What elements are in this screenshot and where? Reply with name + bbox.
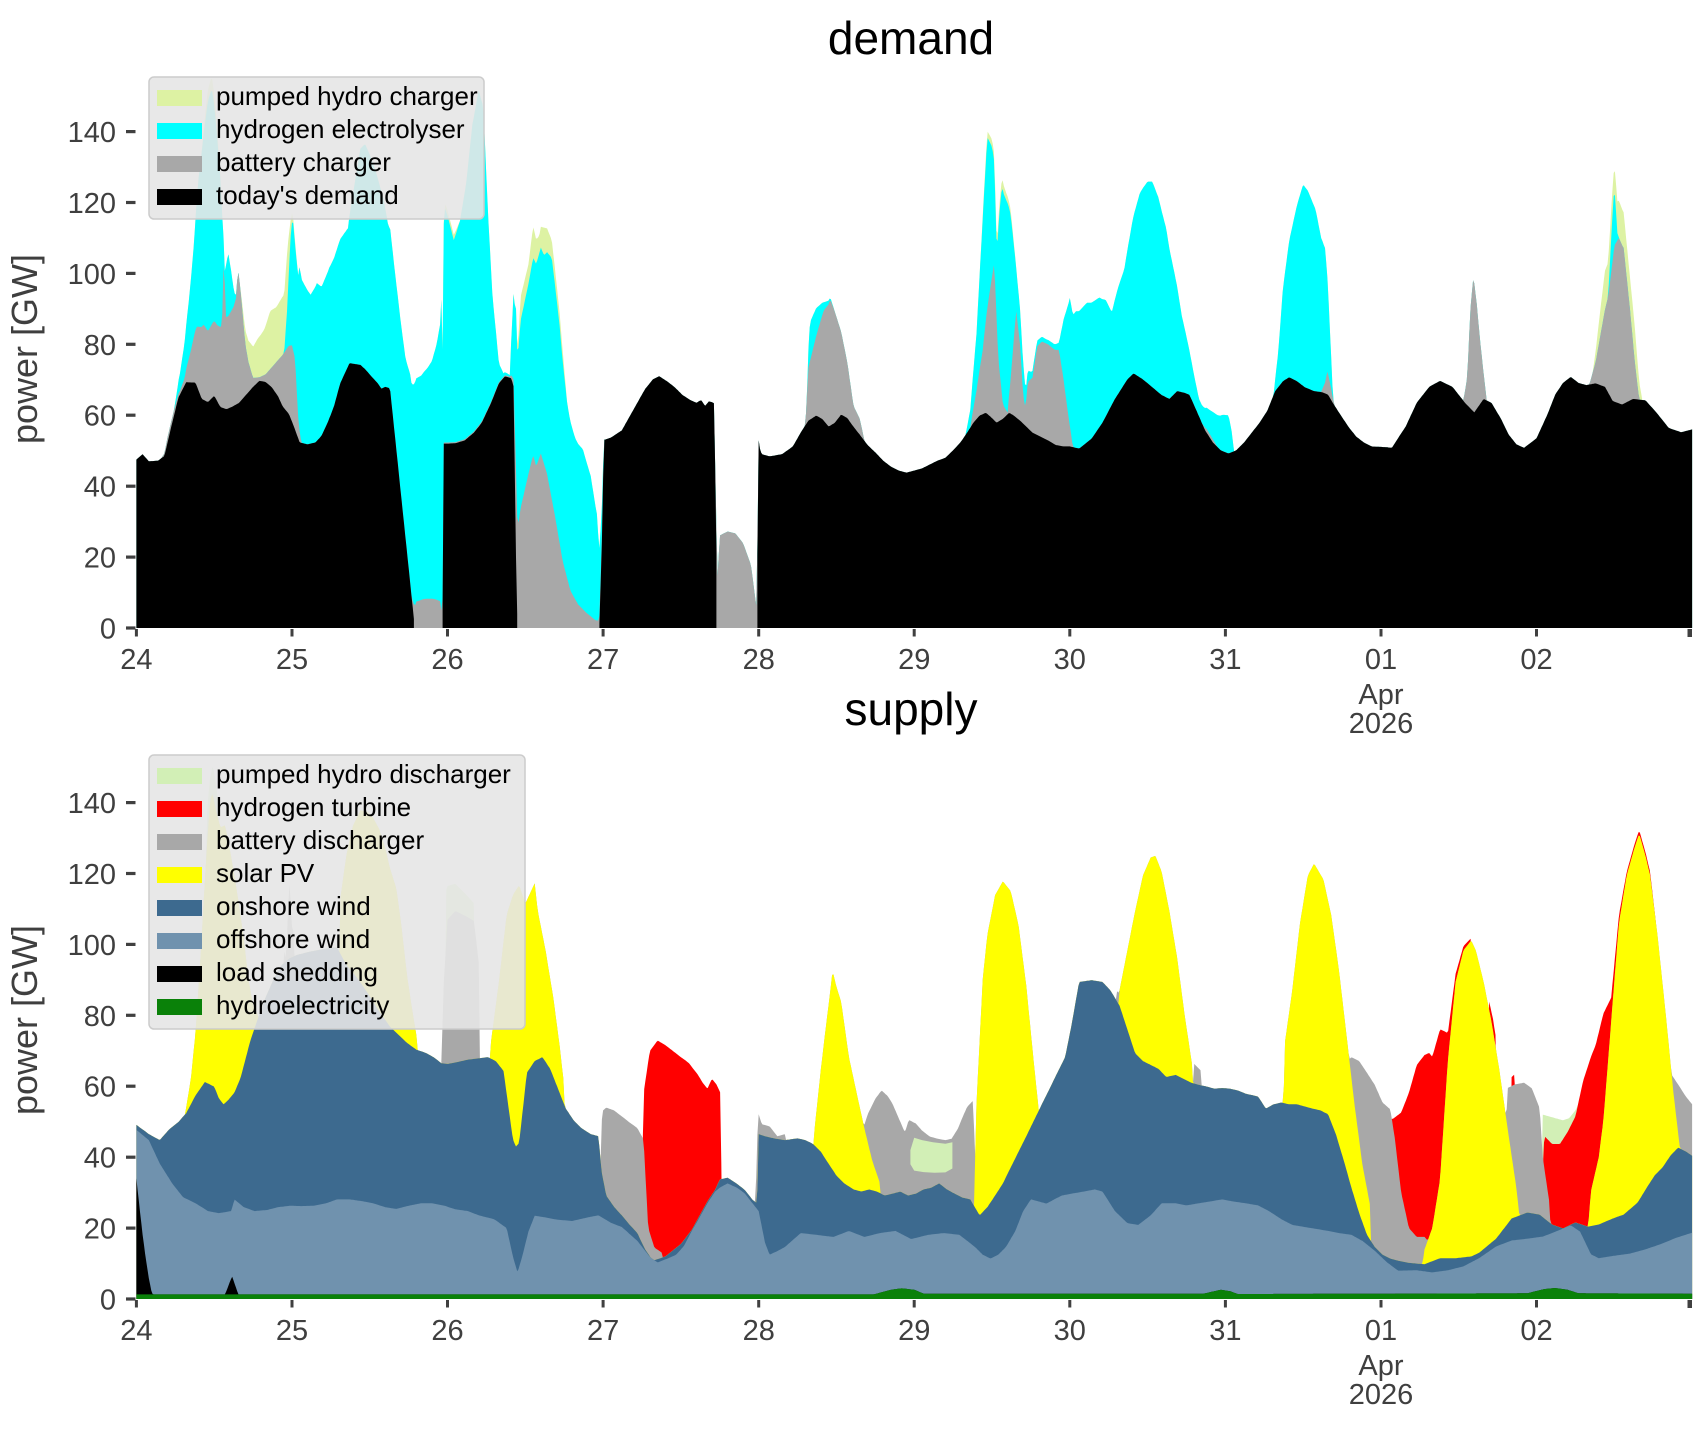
svg-text:28: 28 <box>743 1315 775 1347</box>
svg-text:80: 80 <box>84 330 116 362</box>
svg-text:60: 60 <box>84 1072 116 1104</box>
svg-text:solar PV: solar PV <box>216 858 315 888</box>
svg-text:30: 30 <box>1054 1315 1086 1347</box>
svg-text:Apr: Apr <box>1358 1350 1403 1382</box>
svg-text:30: 30 <box>1054 644 1086 676</box>
svg-text:01: 01 <box>1365 644 1397 676</box>
svg-text:pumped hydro discharger: pumped hydro discharger <box>216 759 511 789</box>
svg-text:100: 100 <box>68 930 116 962</box>
svg-text:today's demand: today's demand <box>216 180 399 210</box>
svg-text:80: 80 <box>84 1001 116 1033</box>
svg-text:pumped hydro charger: pumped hydro charger <box>216 81 478 111</box>
svg-text:26: 26 <box>431 644 463 676</box>
svg-text:hydroelectricity: hydroelectricity <box>216 990 389 1020</box>
svg-text:29: 29 <box>898 1315 930 1347</box>
svg-text:01: 01 <box>1365 1315 1397 1347</box>
svg-text:0: 0 <box>100 614 116 646</box>
svg-text:offshore wind: offshore wind <box>216 924 370 954</box>
svg-text:31: 31 <box>1209 644 1241 676</box>
svg-text:60: 60 <box>84 401 116 433</box>
svg-text:hydrogen electrolyser: hydrogen electrolyser <box>216 114 465 144</box>
svg-text:Apr: Apr <box>1358 679 1403 711</box>
svg-text:29: 29 <box>898 644 930 676</box>
svg-text:27: 27 <box>587 644 619 676</box>
svg-text:25: 25 <box>276 1315 308 1347</box>
svg-text:24: 24 <box>120 1315 152 1347</box>
svg-text:load shedding: load shedding <box>216 957 378 987</box>
svg-text:0: 0 <box>100 1285 116 1317</box>
svg-text:100: 100 <box>68 259 116 291</box>
svg-text:140: 140 <box>68 788 116 820</box>
svg-text:power [GW]: power [GW] <box>4 925 45 1115</box>
svg-text:20: 20 <box>84 1214 116 1246</box>
svg-text:25: 25 <box>276 644 308 676</box>
svg-text:battery discharger: battery discharger <box>216 825 424 855</box>
svg-text:02: 02 <box>1520 644 1552 676</box>
svg-text:2026: 2026 <box>1349 1379 1414 1411</box>
svg-text:20: 20 <box>84 543 116 575</box>
svg-text:40: 40 <box>84 1143 116 1175</box>
svg-text:40: 40 <box>84 472 116 504</box>
svg-text:02: 02 <box>1520 1315 1552 1347</box>
svg-text:demand: demand <box>828 12 994 64</box>
svg-text:supply: supply <box>845 683 978 735</box>
svg-text:27: 27 <box>587 1315 619 1347</box>
svg-text:28: 28 <box>743 644 775 676</box>
svg-text:120: 120 <box>68 188 116 220</box>
svg-text:140: 140 <box>68 117 116 149</box>
svg-text:24: 24 <box>120 644 152 676</box>
svg-text:31: 31 <box>1209 1315 1241 1347</box>
svg-text:power [GW]: power [GW] <box>4 254 45 444</box>
svg-text:26: 26 <box>431 1315 463 1347</box>
svg-text:hydrogen turbine: hydrogen turbine <box>216 792 411 822</box>
svg-text:2026: 2026 <box>1349 708 1414 740</box>
svg-text:120: 120 <box>68 859 116 891</box>
svg-text:battery charger: battery charger <box>216 147 391 177</box>
svg-text:onshore wind: onshore wind <box>216 891 371 921</box>
